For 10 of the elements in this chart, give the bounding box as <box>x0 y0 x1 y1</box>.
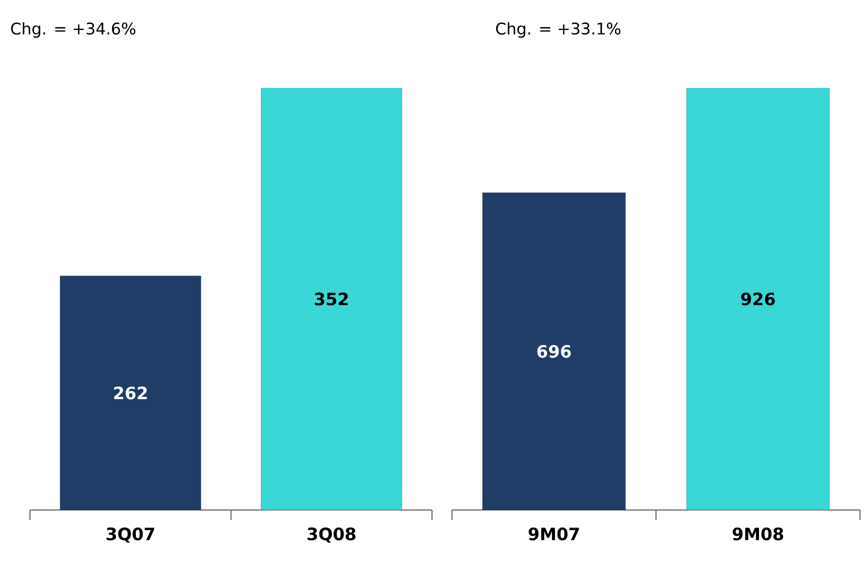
data-label: 262 <box>114 386 147 400</box>
x-tick-label: 3Q08 <box>308 528 356 543</box>
data-label: 926 <box>741 292 775 306</box>
data-label: 352 <box>314 292 348 306</box>
x-tick-label: 9M08 <box>732 528 784 540</box>
data-label: 696 <box>537 344 571 358</box>
x-tick-label: 9M07 <box>528 528 579 540</box>
x-tick-label: 3Q07 <box>106 528 154 543</box>
chart-title: Chg. = +34.6% <box>11 22 136 38</box>
chart-title: Chg. = +33.1% <box>496 22 620 38</box>
